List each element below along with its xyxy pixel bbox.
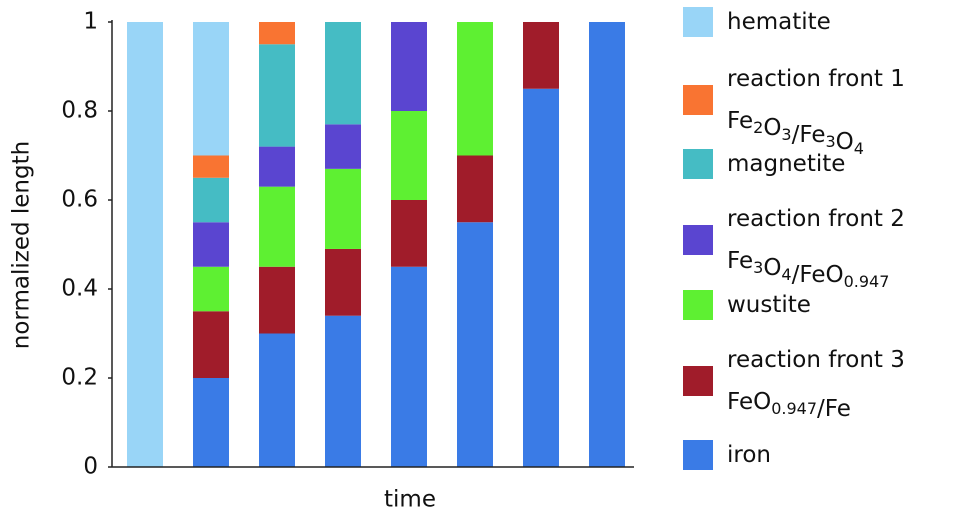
text-run: /Fe	[817, 396, 851, 422]
bar-segment	[457, 155, 493, 223]
text-run: Fe	[727, 248, 753, 274]
legend-line: reaction front 3	[727, 347, 912, 373]
legend-label: reaction front 1 Fe2O3/Fe3O4	[727, 66, 912, 158]
bar-segment	[193, 22, 229, 156]
text-run: wustite	[727, 292, 811, 318]
subscript: 4	[781, 265, 791, 284]
text-run: /FeO	[792, 262, 844, 288]
legend-swatch	[683, 366, 713, 396]
bar-segment	[259, 22, 295, 45]
y-tick-label: 0.2	[61, 365, 98, 391]
bar-segment	[193, 222, 229, 267]
legend-line: reaction front 2	[727, 206, 912, 232]
legend-line: Fe2O3/Fe3O4	[727, 108, 864, 158]
bar-segment	[391, 200, 427, 267]
subscript: 0.947	[844, 272, 890, 291]
legend-line: wustite	[727, 292, 811, 318]
bar-segment	[391, 111, 427, 200]
subscript: 3	[753, 258, 763, 277]
bar-segment	[259, 146, 295, 187]
legend-label: reaction front 3 FeO0.947/Fe	[727, 347, 912, 422]
bar-segment	[259, 44, 295, 147]
y-tick-label: 0.6	[61, 187, 98, 213]
bar-segment	[325, 248, 361, 316]
bar-segment	[325, 168, 361, 249]
text-run: hematite	[727, 9, 831, 35]
legend-swatch	[683, 149, 713, 179]
text-run: /Fe	[792, 122, 826, 148]
subscript: 4	[854, 139, 864, 158]
bar-segment	[523, 22, 559, 89]
text-run: iron	[727, 442, 771, 468]
legend-line: Fe3O4/FeO0.947	[727, 248, 889, 291]
legend-swatch	[683, 290, 713, 320]
bar-segment	[325, 315, 361, 467]
subscript: 2	[753, 118, 763, 137]
bar-segment	[325, 22, 361, 125]
bar-segment	[391, 266, 427, 467]
bar-segment	[259, 266, 295, 334]
x-axis-label: time	[384, 487, 436, 513]
legend-line: magnetite	[727, 151, 845, 177]
bar-segment	[457, 222, 493, 467]
bar-segment	[193, 378, 229, 467]
bar-segment	[523, 88, 559, 467]
bar-segment	[193, 311, 229, 378]
legend-label: wustite	[727, 292, 811, 318]
y-axis-label: normalized length	[9, 141, 35, 349]
y-tick-label: 0.8	[61, 98, 98, 124]
bar-segment	[193, 155, 229, 178]
legend-label: magnetite	[727, 151, 845, 177]
legend-line: reaction front 1	[727, 66, 912, 92]
text-run: O	[836, 129, 854, 155]
y-tick-label: 0	[83, 454, 98, 480]
legend-swatch	[683, 7, 713, 37]
legend-line: iron	[727, 442, 771, 468]
legend-line: hematite	[727, 9, 831, 35]
legend-swatch	[683, 440, 713, 470]
y-tick-label: 0.4	[61, 276, 98, 302]
text-run: O	[763, 115, 781, 141]
bar-segment	[589, 22, 625, 467]
text-run: magnetite	[727, 151, 845, 177]
subscript: 3	[781, 125, 791, 144]
y-tick-label: 1	[83, 9, 98, 35]
subscript: 0.947	[771, 399, 817, 418]
bar-segment	[193, 266, 229, 312]
bar-segment	[259, 186, 295, 267]
bar-segment	[325, 124, 361, 169]
bar-segment	[259, 333, 295, 467]
text-run: FeO	[727, 389, 771, 415]
legend-label: reaction front 2 Fe3O4/FeO0.947	[727, 206, 912, 291]
legend-line: FeO0.947/Fe	[727, 389, 851, 422]
bar-segment	[391, 22, 427, 111]
legend-swatch	[683, 225, 713, 255]
text-run: Fe	[727, 108, 753, 134]
bar-segment	[457, 22, 493, 156]
subscript: 3	[825, 132, 835, 151]
legend-label: iron	[727, 442, 771, 468]
bar-segment	[127, 22, 163, 467]
legend-swatch	[683, 85, 713, 115]
legend-label: hematite	[727, 9, 831, 35]
bar-segment	[193, 177, 229, 223]
text-run: O	[763, 255, 781, 281]
